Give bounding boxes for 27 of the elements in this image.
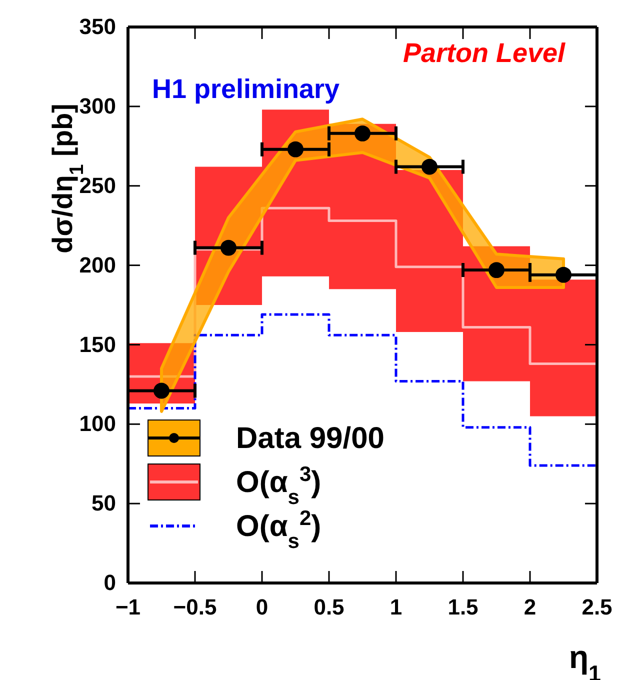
annotation: H1 preliminary xyxy=(152,74,340,104)
x-tick-label: 1 xyxy=(390,594,402,620)
y-tick-label: 150 xyxy=(79,332,116,357)
legend-label: Data 99/00 xyxy=(236,422,384,455)
point xyxy=(556,266,572,283)
x-tick-label: −0.5 xyxy=(173,594,217,620)
y-tick-label: 200 xyxy=(79,252,116,278)
y-tick-label: 0 xyxy=(104,570,116,596)
legend-label: O(α$_{s}$$^{3}$) xyxy=(236,462,322,508)
point xyxy=(154,382,170,399)
y-tick-label: 350 xyxy=(79,14,116,40)
x-tick-label: 2.5 xyxy=(582,594,612,620)
point xyxy=(288,141,304,158)
point xyxy=(422,158,438,175)
point xyxy=(488,262,504,278)
y-tick-label: 300 xyxy=(79,93,116,118)
y-tick-label: 50 xyxy=(92,490,116,516)
x-tick-label: 0.5 xyxy=(314,594,344,620)
x-tick-label: 0 xyxy=(256,594,268,620)
y-tick-label: 100 xyxy=(79,411,116,436)
x-tick-label: 2 xyxy=(524,594,536,620)
point xyxy=(220,240,236,256)
x-tick-label: −1 xyxy=(115,594,141,620)
legend-label: O(α$_{s}$$^{2}$) xyxy=(236,506,322,552)
annotation: Parton Level xyxy=(402,38,566,68)
point xyxy=(354,125,370,142)
x-tick-label: 1.5 xyxy=(448,594,478,620)
